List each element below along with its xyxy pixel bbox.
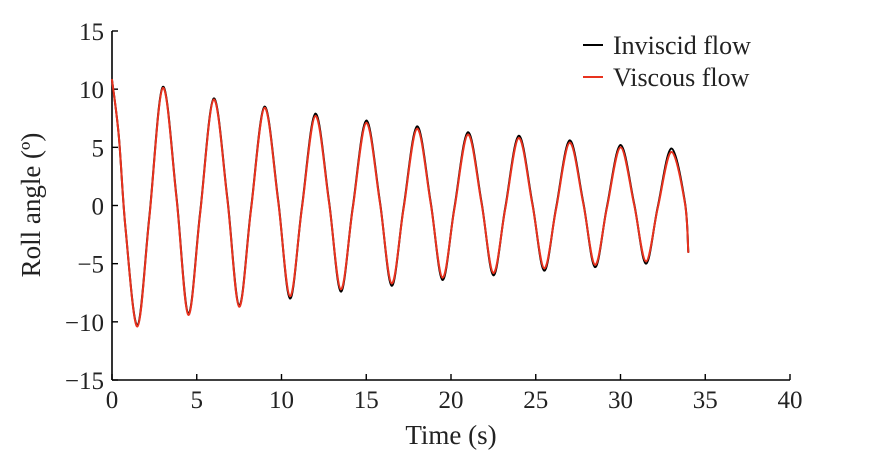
y-tick-label: 15 — [79, 19, 104, 46]
x-tick-label: 40 — [778, 387, 803, 414]
x-tick-label: 35 — [693, 387, 718, 414]
x-axis-title: Time (s) — [405, 420, 496, 450]
y-tick-label: 10 — [79, 77, 104, 104]
x-tick-label: 10 — [269, 387, 294, 414]
series-layer — [111, 78, 690, 328]
y-tick-label: 0 — [92, 194, 105, 221]
x-tick-label: 0 — [106, 387, 119, 414]
x-tick-label: 5 — [191, 387, 204, 414]
series-line-viscous-flow — [111, 78, 690, 328]
y-tick-label: 5 — [92, 135, 105, 162]
y-axis-title: Roll angle (º) — [16, 133, 46, 278]
y-tick-label: −10 — [65, 310, 104, 337]
x-tick-label: 30 — [608, 387, 633, 414]
y-tick-label: −5 — [77, 252, 104, 279]
legend: Inviscid flow Viscous flow — [583, 31, 751, 92]
x-ticks: 0 5 10 15 20 25 30 35 40 — [106, 374, 803, 414]
x-tick-label: 20 — [439, 387, 464, 414]
legend-label-viscous: Viscous flow — [613, 63, 750, 92]
x-tick-label: 25 — [523, 387, 548, 414]
series-line-inviscid-flow — [111, 78, 690, 327]
x-tick-label: 15 — [354, 387, 379, 414]
y-ticks: 15 10 5 0 −5 −10 −15 — [65, 19, 118, 395]
legend-label-inviscid: Inviscid flow — [613, 31, 751, 60]
y-tick-label: −15 — [65, 368, 104, 395]
